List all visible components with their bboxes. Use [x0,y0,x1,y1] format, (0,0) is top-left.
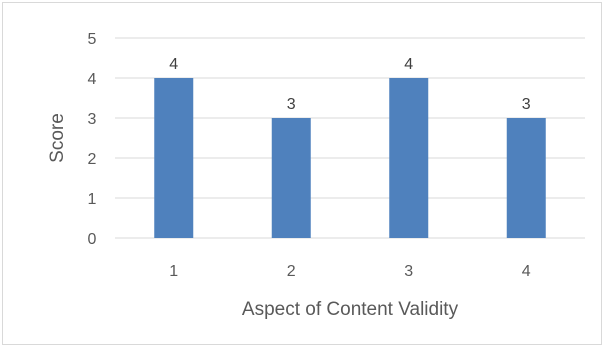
y-tick-label: 0 [88,231,97,248]
y-axis-title: Score [47,113,68,163]
y-axis-ticks: 0 1 2 3 4 5 [88,31,97,248]
y-tick-label: 2 [88,151,97,168]
y-tick-label: 5 [88,31,97,48]
bars [154,78,546,238]
y-tick-label: 1 [88,191,97,208]
y-tick-label: 3 [88,111,97,128]
x-tick-label: 1 [169,263,178,280]
bar [271,118,311,238]
y-tick-label: 4 [88,71,97,88]
x-tick-label: 3 [404,263,413,280]
x-axis-title: Aspect of Content Validity [242,299,459,320]
data-labels: 4 3 4 3 [169,56,531,113]
data-label: 4 [169,56,178,73]
bar [389,78,429,238]
data-label: 4 [404,56,413,73]
bar [154,78,194,238]
bar [506,118,546,238]
x-tick-label: 4 [522,263,531,280]
x-axis-ticks: 1 2 3 4 [169,263,531,280]
gridlines [115,37,585,239]
data-label: 3 [522,96,531,113]
data-label: 3 [287,96,296,113]
x-tick-label: 2 [287,263,296,280]
